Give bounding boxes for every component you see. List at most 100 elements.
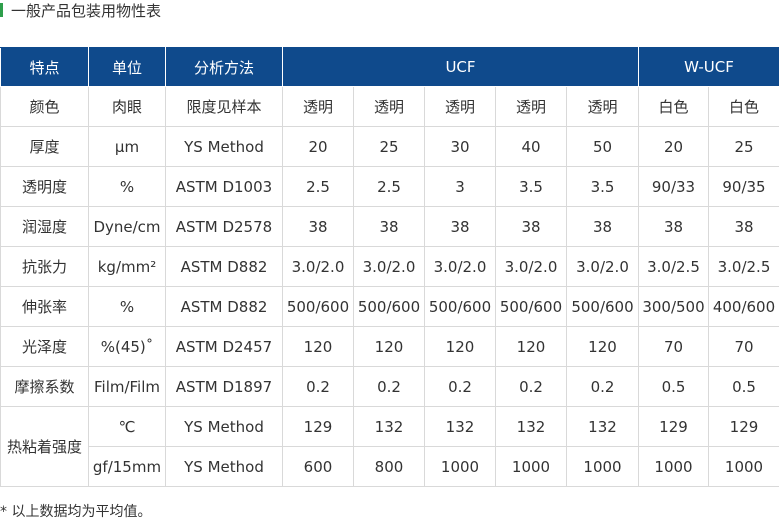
header-group-wucf: W-UCF [638, 47, 779, 87]
table-row: 透明度% ASTM D1003 2.5 2.5 3 3.5 3.5 90/33 90/35 [0, 166, 779, 207]
cell-unit: % [88, 286, 166, 327]
cell-value: 129 [708, 406, 779, 447]
table-row: gf/15mm YS Method 600 800 1000 1000 1000 1000 10… [1, 446, 779, 487]
cell-value: 20 [282, 126, 354, 167]
cell-value: 132 [353, 406, 425, 447]
table-row: 抗张力 kg/mm² ASTM D882 3.0/2.0 3.0/2.0 3.0/2.0 3… [0, 246, 779, 287]
cell-unit: Dyne/cm [88, 206, 166, 247]
cell-value: 3.0/2.0 [353, 246, 425, 287]
cell-value: 0.2 [424, 366, 496, 407]
cell-value: 1000 [495, 446, 567, 487]
cell-unit: %(45)˚ [88, 326, 166, 367]
cell-value: 0.2 [282, 366, 354, 407]
cell-value: 白色 [638, 86, 709, 127]
cell-value: 2.5 [282, 166, 354, 207]
cell-value: 129 [282, 406, 354, 447]
cell-value: 90/35 [708, 166, 779, 207]
header-group-ucf: UCF [282, 47, 639, 87]
section-title: 一般产品包装用物性表 [0, 0, 161, 20]
cell-feature: 抗张力 [0, 246, 89, 287]
cell-method: ASTM D882 [165, 286, 283, 327]
table-row: 润湿度 Dyne/cm ASTM D2578 38 38 38 38 38 38 38 [0, 206, 779, 247]
cell-method: YS Method [165, 406, 283, 447]
cell-value: 500/600 [495, 286, 567, 327]
cell-value: 2.5 [353, 166, 425, 207]
cell-value: 0.2 [495, 366, 567, 407]
cell-value: 500/600 [566, 286, 639, 327]
header-unit: 单位 [88, 47, 166, 87]
cell-value: 1000 [566, 446, 639, 487]
cell-value: 0.5 [708, 366, 779, 407]
cell-feature: 光泽度 [0, 326, 89, 367]
cell-feature: 热粘着强度 [0, 406, 89, 487]
cell-value: 300/500 [638, 286, 709, 327]
cell-value: 20 [638, 126, 709, 167]
cell-value: 透明 [495, 86, 567, 127]
cell-unit: μm [88, 126, 166, 167]
property-table: 特点 单位 分析方法 UCF W-UCF 颜色 肉眼 限度见样本 透明 透明 透明 透明 透明… [0, 47, 779, 487]
cell-value: 38 [282, 206, 354, 247]
cell-method: ASTM D1897 [165, 366, 283, 407]
cell-value: 0.2 [353, 366, 425, 407]
header-method: 分析方法 [165, 47, 283, 87]
cell-value: 3.5 [566, 166, 639, 207]
cell-value: 38 [495, 206, 567, 247]
cell-unit: Film/Film [88, 366, 166, 407]
cell-value: 1000 [424, 446, 496, 487]
cell-value: 132 [495, 406, 567, 447]
cell-value: 3.0/2.5 [638, 246, 709, 287]
cell-unit: 肉眼 [88, 86, 166, 127]
cell-value: 70 [638, 326, 709, 367]
cell-method: ASTM D2578 [165, 206, 283, 247]
cell-value: 透明 [566, 86, 639, 127]
section-title-text: 一般产品包装用物性表 [11, 1, 162, 20]
cell-value: 120 [495, 326, 567, 367]
cell-value: 30 [424, 126, 496, 167]
cell-feature: 透明度 [0, 166, 89, 207]
table-row: 摩擦系数 Film/Film ASTM D1897 0.2 0.2 0.2 0.2 0.2 0.… [0, 366, 779, 407]
cell-value: 40 [495, 126, 567, 167]
cell-feature: 厚度 [0, 126, 89, 167]
cell-method: ASTM D2457 [165, 326, 283, 367]
cell-value: 400/600 [708, 286, 779, 327]
cell-method: YS Method [165, 446, 283, 487]
table-row: 光泽度 %(45)˚ ASTM D2457 120 120 120 120 120 70 70 [0, 326, 779, 367]
cell-value: 3.0/2.0 [495, 246, 567, 287]
cell-value: 70 [708, 326, 779, 367]
cell-value: 3.0/2.5 [708, 246, 779, 287]
cell-method: 限度见样本 [165, 86, 283, 127]
cell-value: 0.5 [638, 366, 709, 407]
cell-value: 120 [424, 326, 496, 367]
cell-value: 1000 [708, 446, 779, 487]
cell-unit: ℃ [88, 406, 166, 447]
cell-value: 3.0/2.0 [566, 246, 639, 287]
cell-value: 25 [353, 126, 425, 167]
cell-value: 透明 [424, 86, 496, 127]
cell-value: 1000 [638, 446, 709, 487]
cell-method: ASTM D1003 [165, 166, 283, 207]
cell-value: 38 [353, 206, 425, 247]
cell-method: YS Method [165, 126, 283, 167]
cell-unit: % [88, 166, 166, 207]
cell-value: 38 [638, 206, 709, 247]
table-body: 颜色 肉眼 限度见样本 透明 透明 透明 透明 透明 白色 白色 厚度 μm YS Method 20 25… [0, 86, 779, 487]
cell-feature: 颜色 [0, 86, 89, 127]
cell-value: 50 [566, 126, 639, 167]
cell-feature: 摩擦系数 [0, 366, 89, 407]
table-row: 热粘着强度 ℃ YS Method 129 132 132 132 132 129 129 [0, 406, 779, 487]
cell-value: 3 [424, 166, 496, 207]
cell-feature: 润湿度 [0, 206, 89, 247]
cell-value: 120 [353, 326, 425, 367]
cell-value: 132 [424, 406, 496, 447]
table-row: 伸张率% ASTM D882 500/600 500/600 500/600 500/60… [0, 286, 779, 327]
cell-value: 白色 [708, 86, 779, 127]
table-row: 厚度 μm YS Method 20 25 30 40 50 20 25 [0, 126, 779, 167]
cell-value: 132 [566, 406, 639, 447]
cell-feature: 伸张率 [0, 286, 89, 327]
header-feature: 特点 [0, 47, 89, 87]
table-row: 颜色 肉眼 限度见样本 透明 透明 透明 透明 透明 白色 白色 [0, 86, 779, 127]
cell-value: 38 [566, 206, 639, 247]
cell-value: 90/33 [638, 166, 709, 207]
cell-value: 3.5 [495, 166, 567, 207]
cell-value: 120 [566, 326, 639, 367]
